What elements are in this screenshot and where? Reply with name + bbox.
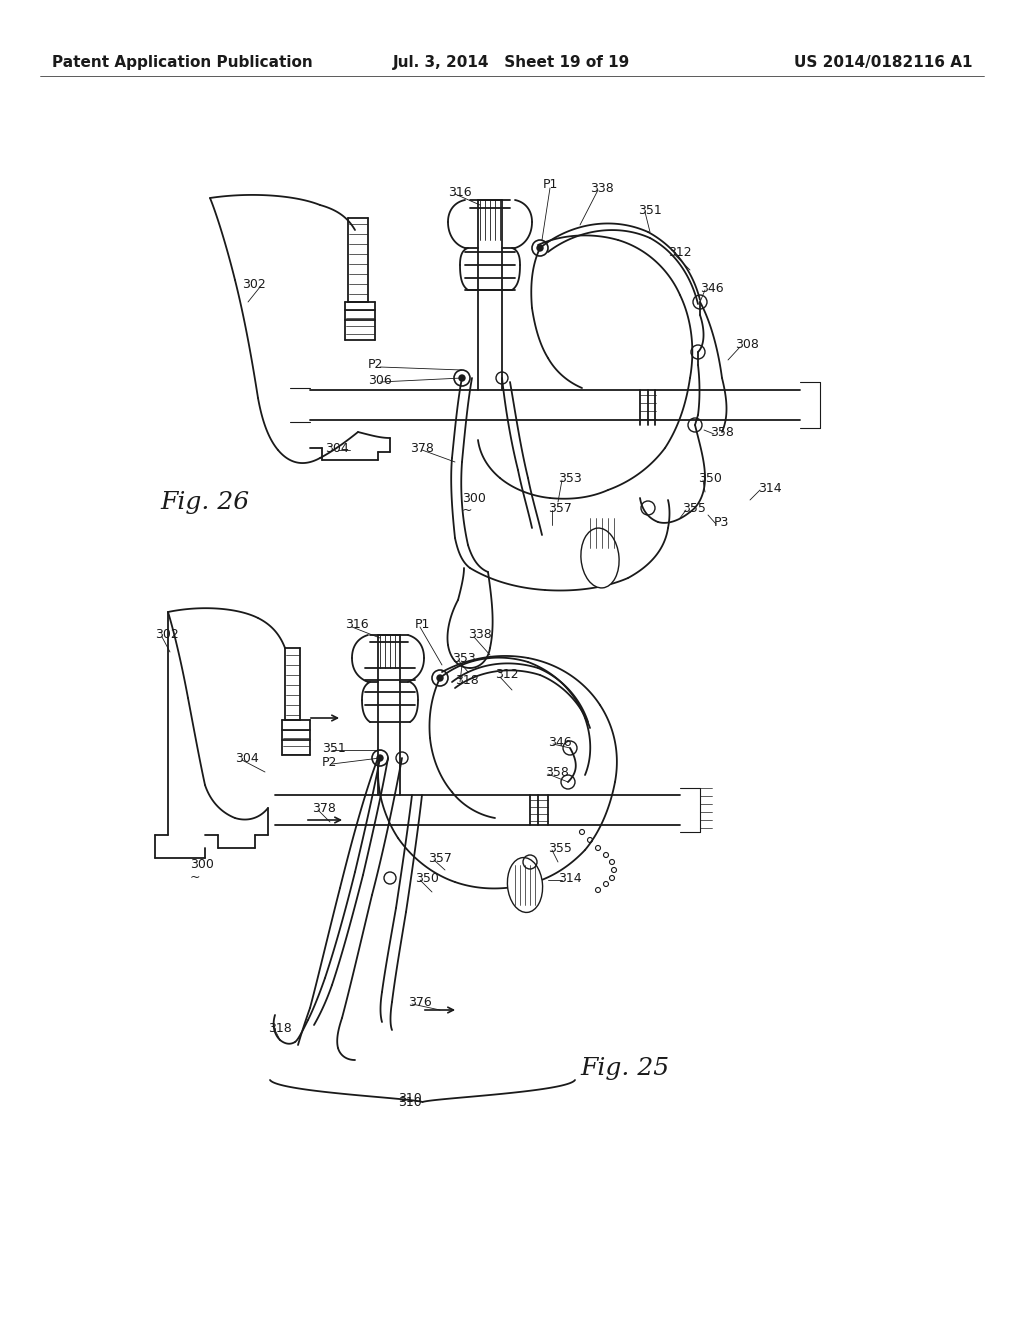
Text: 355: 355: [682, 502, 706, 515]
Text: 357: 357: [428, 851, 452, 865]
Circle shape: [437, 675, 443, 681]
Text: 314: 314: [558, 871, 582, 884]
Text: 351: 351: [322, 742, 346, 755]
Text: 304: 304: [325, 441, 349, 454]
Text: 310: 310: [398, 1092, 422, 1105]
Circle shape: [377, 755, 383, 762]
Text: Fig. 25: Fig. 25: [580, 1056, 669, 1080]
Text: 316: 316: [449, 186, 472, 198]
Circle shape: [459, 375, 465, 381]
Text: 346: 346: [548, 735, 571, 748]
Text: US 2014/0182116 A1: US 2014/0182116 A1: [794, 54, 972, 70]
Text: 346: 346: [700, 281, 724, 294]
Text: 312: 312: [495, 668, 518, 681]
Text: 353: 353: [558, 471, 582, 484]
Text: 304: 304: [234, 751, 259, 764]
Text: 300: 300: [190, 858, 214, 871]
Text: 300: 300: [462, 491, 485, 504]
Text: 318: 318: [455, 673, 479, 686]
Text: 355: 355: [548, 842, 571, 854]
Text: P1: P1: [543, 178, 558, 191]
Text: P2: P2: [368, 359, 383, 371]
Text: 310: 310: [398, 1096, 422, 1109]
Text: 350: 350: [698, 471, 722, 484]
Ellipse shape: [581, 528, 620, 587]
Text: Fig. 26: Fig. 26: [160, 491, 249, 513]
Text: 376: 376: [408, 995, 432, 1008]
Text: 302: 302: [242, 279, 266, 292]
Circle shape: [537, 246, 543, 251]
Text: 314: 314: [758, 482, 781, 495]
Text: 308: 308: [735, 338, 759, 351]
Text: 358: 358: [545, 766, 569, 779]
Text: 353: 353: [452, 652, 476, 664]
Text: 358: 358: [710, 425, 734, 438]
Text: 338: 338: [590, 181, 613, 194]
Text: 316: 316: [345, 619, 369, 631]
Text: P3: P3: [714, 516, 729, 528]
Text: Jul. 3, 2014   Sheet 19 of 19: Jul. 3, 2014 Sheet 19 of 19: [393, 54, 631, 70]
Text: 350: 350: [415, 871, 439, 884]
Text: ~: ~: [190, 870, 201, 883]
Text: 338: 338: [468, 628, 492, 642]
Text: Patent Application Publication: Patent Application Publication: [52, 54, 312, 70]
Text: 302: 302: [155, 628, 179, 642]
Text: 306: 306: [368, 374, 392, 387]
Text: 378: 378: [410, 441, 434, 454]
Text: ~: ~: [462, 503, 472, 516]
Text: 318: 318: [268, 1022, 292, 1035]
Text: P1: P1: [415, 619, 430, 631]
Text: 312: 312: [668, 246, 691, 259]
Text: 357: 357: [548, 502, 571, 515]
Text: P2: P2: [322, 755, 337, 768]
Text: 378: 378: [312, 801, 336, 814]
Text: 351: 351: [638, 203, 662, 216]
Ellipse shape: [508, 858, 543, 912]
